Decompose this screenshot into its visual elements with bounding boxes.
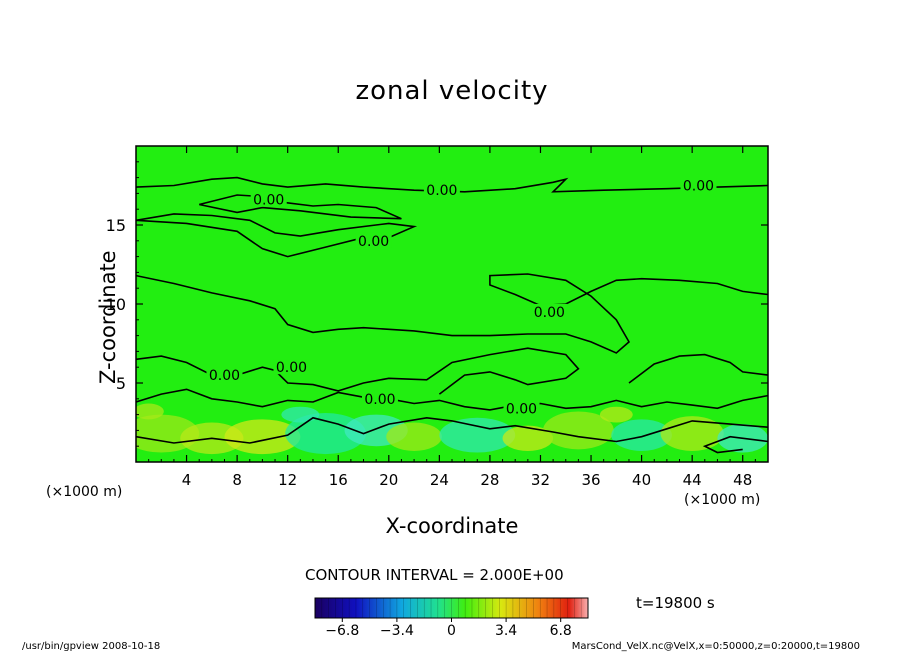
- y-axis: 5 10 15: [106, 161, 768, 447]
- contour-label: 0.00: [276, 360, 307, 376]
- chart-title: zonal velocity: [355, 76, 549, 106]
- contour-label: 0.00: [534, 305, 565, 321]
- anomaly-patch: [439, 417, 516, 453]
- x-tick-label: 28: [480, 471, 499, 489]
- anomaly-patch: [281, 406, 320, 423]
- colorbar: −6.8 −3.4 0 3.4 6.8: [314, 597, 589, 639]
- contour-label-bg: [355, 232, 392, 248]
- anomaly-patch: [502, 425, 554, 451]
- contour-line: [136, 273, 768, 354]
- contour-label-bg: [206, 367, 243, 383]
- anomaly-patch: [386, 422, 442, 451]
- heatmap-field: [136, 146, 768, 462]
- x-axis-label: X-coordinate: [385, 514, 519, 538]
- contour-label: 0.00: [426, 183, 457, 199]
- contour-label-bg: [273, 359, 310, 375]
- x-tick-label: 16: [329, 471, 348, 489]
- anomaly-patch: [543, 411, 614, 450]
- contour-line: [702, 435, 768, 454]
- x-tick-label: 40: [632, 471, 651, 489]
- contour-label-bg: [250, 191, 287, 207]
- anomaly-patch: [660, 416, 724, 451]
- anomaly-patch: [611, 419, 672, 451]
- x-tick-label: 24: [430, 471, 449, 489]
- time-label: t=19800 s: [636, 594, 715, 612]
- x-tick-label: 36: [581, 471, 600, 489]
- x-tick-label: 44: [683, 471, 702, 489]
- contour-label-bg: [423, 182, 460, 198]
- x-axis-unit: (×1000 m): [684, 492, 761, 508]
- contour-label-bg: [503, 400, 540, 416]
- anomaly-patch: [599, 406, 633, 423]
- contour-label: 0.00: [253, 193, 284, 209]
- contour-lines: 0.00 0.00 0.00 0.00 0.00 0.00 0.00 0.00 0.00: [136, 176, 768, 454]
- y-tick-label: 15: [106, 216, 126, 235]
- colorbar-tick-label: −3.4: [380, 623, 414, 639]
- contour-label: 0.00: [358, 234, 389, 250]
- contour-line: [136, 416, 768, 444]
- y-tick-label: 5: [116, 374, 126, 393]
- contour-label: 0.00: [364, 392, 395, 408]
- colorbar-tick-label: 0: [447, 623, 456, 639]
- contour-label-bg: [361, 390, 398, 406]
- x-tick-label: 12: [278, 471, 297, 489]
- x-tick-label: 48: [733, 471, 752, 489]
- footer-left: /usr/bin/gpview 2008-10-18: [22, 641, 161, 652]
- colorbar-tick-label: 3.4: [495, 623, 517, 639]
- anomaly-patch: [136, 403, 164, 420]
- contour-line: [136, 213, 418, 258]
- contour-label: 0.00: [209, 368, 240, 384]
- contour-line: [136, 388, 768, 411]
- contour-label-bg: [680, 177, 717, 193]
- contour-interval: CONTOUR INTERVAL = 2.000E+00: [305, 566, 564, 584]
- y-axis-unit: (×1000 m): [46, 484, 123, 500]
- contour-label: 0.00: [683, 179, 714, 195]
- footer-right: MarsCond_VelX.nc@VelX,x=0:50000,z=0:2000…: [571, 641, 860, 652]
- colorbar-tick-label: −6.8: [325, 623, 359, 639]
- y-axis-label: Z-coordinate: [96, 250, 120, 384]
- x-axis: 4 8 12 16 20 24 28 32 36 40 44 48: [148, 146, 756, 489]
- x-tick-label: 20: [379, 471, 398, 489]
- x-tick-label: 4: [182, 471, 192, 489]
- colorbar-tick-label: 6.8: [550, 623, 572, 639]
- x-tick-label: 32: [531, 471, 550, 489]
- contour-label: 0.00: [506, 401, 537, 417]
- y-tick-label: 10: [106, 295, 126, 314]
- x-tick-label: 8: [232, 471, 242, 489]
- anomaly-patch: [224, 419, 301, 455]
- contour-line: [628, 353, 768, 384]
- contour-label-bg: [531, 303, 568, 319]
